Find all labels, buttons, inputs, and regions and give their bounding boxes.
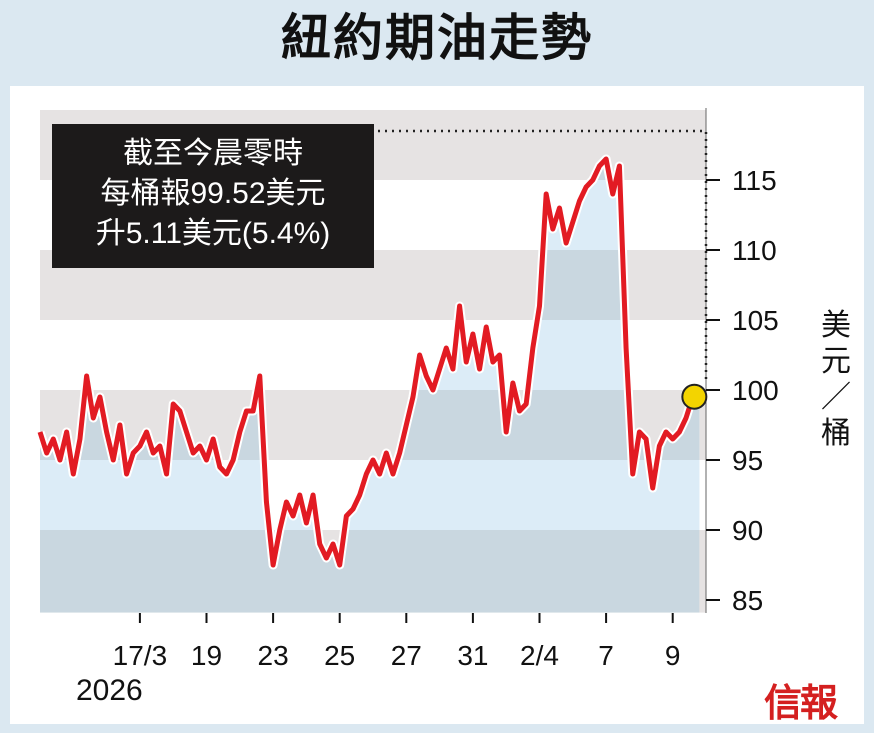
- brand-logo: 信報: [764, 680, 838, 725]
- y-tick-label-90: 90: [732, 515, 763, 546]
- info-line-2: 每桶報99.52美元: [100, 177, 326, 210]
- year-label: 2026: [76, 674, 143, 707]
- y-tick-label-85: 85: [732, 585, 763, 616]
- x-tick-label-4: 27: [391, 640, 422, 671]
- x-tick-label-7: 7: [598, 640, 614, 671]
- y-tick-label-115: 115: [732, 165, 777, 196]
- y-tick-label-100: 100: [732, 375, 779, 406]
- x-tick-label-3: 25: [324, 640, 355, 671]
- y-tick-label-110: 110: [732, 235, 777, 266]
- y-tick-label-95: 95: [732, 445, 763, 476]
- info-box: 截至今晨零時 每桶報99.52美元 升5.11美元(5.4%): [52, 124, 374, 268]
- info-line-3: 升5.11美元(5.4%): [95, 217, 331, 250]
- x-tick-label-1: 19: [191, 640, 222, 671]
- unit-label: 美元／桶: [821, 309, 851, 450]
- y-tick-label-105: 105: [732, 305, 779, 336]
- x-tick-label-5: 31: [457, 640, 488, 671]
- info-line-1: 截至今晨零時: [123, 137, 303, 170]
- x-tick-label-6: 2/4: [520, 640, 559, 671]
- area-band-1: [40, 530, 700, 613]
- series-line: [37, 156, 700, 568]
- leader-line: [378, 129, 708, 410]
- last-point-marker: [681, 383, 708, 410]
- x-tick-label-2: 23: [258, 640, 289, 671]
- x-tick-label-0: 17/3: [113, 640, 168, 671]
- price-series: [35, 154, 700, 570]
- x-axis: 17/3 19 23 25 27 31 2/4 7 9: [113, 613, 681, 671]
- area-band-7: [40, 460, 700, 530]
- y-axis: 85 90 95 100 105 110 115: [705, 108, 779, 616]
- chart-title: 紐約期油走勢: [281, 10, 593, 66]
- x-tick-label-8: 9: [665, 640, 681, 671]
